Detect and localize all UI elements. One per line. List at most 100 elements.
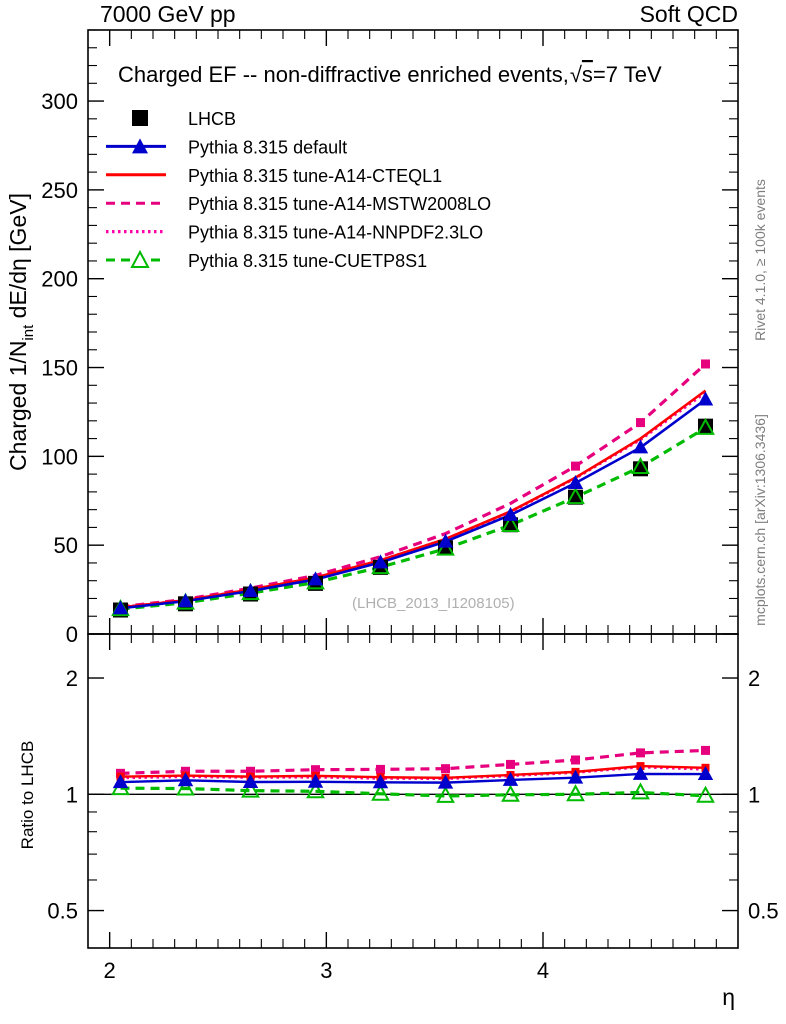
legend-label: Pythia 8.315 tune-A14-MSTW2008LO [188, 194, 491, 214]
main-ytick-label: 0 [66, 622, 78, 647]
ratio-ytick-label: 0.5 [47, 899, 78, 924]
lhcb-data-point [503, 517, 518, 533]
ratio-pythia-default-point [632, 765, 649, 780]
legend-marker-square [132, 110, 148, 126]
ratio-cuetp8s1-point [436, 785, 455, 803]
ratio-line-Pythia 8.315 tune-A14-CTEQL1 [120, 764, 706, 780]
ratio-pythia-default-point [502, 771, 519, 786]
pythia-default-point [697, 391, 714, 406]
mstw-point [701, 359, 710, 369]
cuetp8s1-point [696, 417, 715, 435]
ratio-line-Pythia 8.315 default [120, 772, 706, 784]
ratio-pythia-default-point [112, 774, 129, 789]
pythia-default-point [372, 554, 389, 569]
ratio-ytick-label-right: 0.5 [748, 899, 779, 924]
ratio-cuetp8s1-point [501, 784, 520, 802]
main-plot-panel: 0 50 100 150 200 250 300 [41, 29, 739, 647]
legend-marker-triangle [132, 138, 148, 154]
ratio-ytick-label-right: 2 [748, 666, 760, 691]
ratio-pythia-default-point [372, 774, 389, 789]
main-ytick-label: 200 [41, 267, 78, 292]
ratio-mstw-point [506, 759, 515, 769]
analysis-id-watermark: (LHCB_2013_I1208105) [352, 595, 515, 612]
series-line-Pythia 8.315 default [120, 398, 707, 610]
pythia-default-point [242, 582, 259, 597]
legend-entry[interactable]: Pythia 8.315 tune-A14-MSTW2008LO [106, 194, 491, 214]
ratio-mstw-point [636, 748, 645, 758]
ratio-pythia-default-point [177, 772, 194, 787]
ratio-pythia-default-point [697, 766, 714, 781]
main-ylabel: Charged 1/Nint dE/dη [GeV] [5, 193, 37, 471]
pythia-default-point [307, 571, 324, 586]
ratio-mstw-point [571, 755, 580, 765]
ratio-mstw-point [181, 766, 190, 776]
ratio-line-Pythia 8.315 tune-CUETP8S1 [120, 786, 706, 798]
legend-label: Pythia 8.315 default [188, 137, 347, 157]
x-axis-label: η [722, 984, 735, 1010]
legend-label: Pythia 8.315 tune-A14-NNPDF2.3LO [188, 223, 483, 243]
side-mcplots-label: mcplots.cern.ch [arXiv:1306.3436] [752, 414, 768, 626]
pythia-default-point [567, 474, 584, 489]
pythia-default-point [632, 439, 649, 454]
ratio-mstw-point [376, 764, 385, 774]
main-ytick-label: 300 [41, 89, 78, 114]
lhcb-data-point [568, 489, 583, 505]
header-left-beam-label: 7000 GeV pp [100, 1, 236, 27]
legend-entry[interactable]: Pythia 8.315 tune-A14-CTEQL1 [106, 166, 442, 186]
main-ytick-label: 150 [41, 356, 78, 381]
cuetp8s1-point [501, 514, 520, 533]
ratio-cuetp8s1-point [371, 783, 390, 801]
ratio-pythia-default-point [242, 773, 259, 788]
ratio-line-Pythia 8.315 tune-A14-MSTW2008LO [120, 748, 706, 775]
pythia-default-point [177, 593, 194, 608]
ratio-cuetp8s1-point [176, 778, 195, 796]
legend-entry[interactable]: Pythia 8.315 default [106, 137, 347, 157]
ratio-ylabel: Ratio to LHCB [18, 741, 37, 850]
pythia-default-point [437, 533, 454, 548]
main-ylabel-group: Charged 1/Nint dE/dη [GeV] [5, 193, 37, 471]
pythia-default-point [112, 600, 129, 615]
ratio-mstw-point [311, 765, 320, 775]
series-line-Pythia 8.315 tune-CUETP8S1 [120, 426, 707, 611]
legend-label: Pythia 8.315 tune-A14-CTEQL1 [188, 166, 442, 186]
x-tick-label: 3 [320, 958, 332, 983]
ratio-ytick-label: 1 [66, 782, 78, 807]
ratio-mstw-point [246, 766, 255, 776]
cuetp8s1-point [631, 456, 650, 474]
main-ytick-label: 100 [41, 444, 78, 469]
ratio-mstw-point [441, 764, 450, 774]
ratio-ytick-label-right: 1 [748, 782, 760, 807]
x-tick-label: 4 [537, 958, 549, 983]
ratio-ytick-label: 2 [66, 666, 78, 691]
ratio-pythia-default-point [437, 774, 454, 789]
ratio-cuetp8s1-point [696, 785, 715, 803]
legend-entry[interactable]: Pythia 8.315 tune-A14-NNPDF2.3LO [106, 223, 483, 243]
ratio-mstw-point [701, 745, 710, 755]
ratio-cuetp8s1-point [241, 780, 260, 798]
legend-label: Pythia 8.315 tune-CUETP8S1 [188, 251, 427, 271]
cuetp8s1-point [566, 487, 585, 505]
ratio-cuetp8s1-point [566, 784, 585, 802]
pythia-default-point [502, 506, 519, 521]
mstw-point [636, 418, 645, 428]
side-rivet-version-label: Rivet 4.1.0, ≥ 100k events [752, 179, 768, 341]
lhcb-data-point [698, 418, 713, 434]
mstw-point [571, 461, 580, 471]
cuetp8s1-point [436, 538, 455, 556]
legend-entry[interactable]: Pythia 8.315 tune-CUETP8S1 [106, 249, 427, 271]
legend-marker-triangle-open [130, 249, 150, 268]
ratio-plot-panel: 0.5 0.5 1 1 2 2 2 3 4 [47, 633, 779, 983]
legend-label: LHCB [188, 109, 236, 129]
x-tick-label: 2 [104, 958, 116, 983]
main-ytick-label: 250 [41, 178, 78, 203]
plot-title: Charged EF -- non-diffractive enriched e… [118, 62, 662, 87]
ratio-pythia-default-point [307, 773, 324, 788]
main-ytick-label: 50 [54, 533, 78, 558]
legend-entry[interactable]: LHCB [132, 109, 236, 129]
header-right-category-label: Soft QCD [640, 1, 738, 27]
ratio-pythia-default-point [567, 769, 584, 784]
ratio-cuetp8s1-point [631, 782, 650, 800]
